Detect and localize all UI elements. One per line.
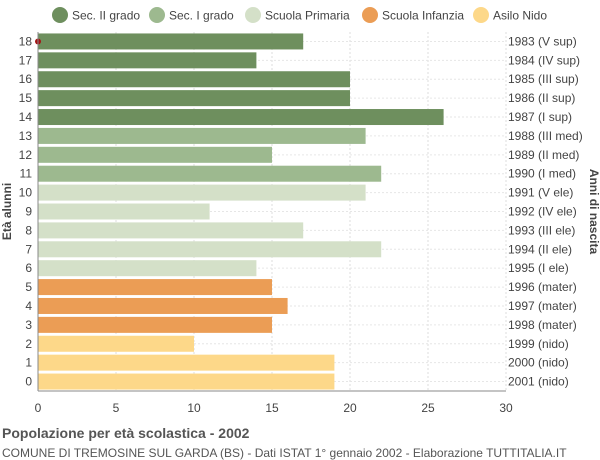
legend-swatch [473,7,489,23]
birth-year-label: 1984 (IV sup) [508,53,580,67]
bar-age-4 [38,297,288,314]
x-tick-label: 20 [343,401,357,415]
bar-age-3 [38,316,272,333]
bar-age-7 [38,241,382,258]
birth-year-label: 1997 (mater) [508,299,577,313]
age-tick-label: 3 [25,318,32,332]
birth-year-label: 1994 (II ele) [508,242,572,256]
birth-year-label: 1998 (mater) [508,318,577,332]
chart-title: Popolazione per età scolastica - 2002 [2,425,250,441]
x-tick-label: 25 [421,401,435,415]
age-tick-label: 11 [20,167,33,181]
birth-year-label: 1991 (V ele) [508,186,573,200]
age-tick-label: 7 [25,242,32,256]
birth-year-label: 1990 (I med) [508,167,576,181]
bar-age-11 [38,165,382,182]
birth-year-label: 1987 (I sup) [508,110,572,124]
bar-age-5 [38,279,272,296]
age-tick-label: 10 [19,186,33,200]
legend-swatch [245,7,261,23]
bar-age-17 [38,52,257,69]
birth-year-label: 1983 (V sup) [508,34,577,48]
bar-age-10 [38,184,366,201]
y-axis-title-left: Età alunni [0,183,14,240]
bar-age-9 [38,203,210,220]
birth-year-label: 1999 (nido) [508,337,569,351]
birth-year-label: 1996 (mater) [508,280,577,294]
legend-swatch [362,7,378,23]
age-tick-label: 5 [25,280,32,294]
age-tick-label: 16 [19,72,33,86]
chart-subtitle: COMUNE DI TREMOSINE SUL GARDA (BS) - Dat… [2,446,567,460]
bar-age-12 [38,146,272,163]
legend-label: Asilo Nido [493,9,547,23]
birth-year-label: 1989 (II med) [508,148,579,162]
age-tick-label: 6 [25,261,32,275]
x-tick-label: 0 [35,401,42,415]
birth-year-label: 1988 (III med) [508,129,583,143]
age-tick-label: 12 [19,148,33,162]
age-tick-label: 1 [25,356,32,370]
age-tick-label: 15 [19,91,33,105]
birth-year-label: 1995 (I ele) [508,261,569,275]
birth-year-label: 1993 (III ele) [508,223,575,237]
x-tick-label: 10 [187,401,201,415]
bar-age-6 [38,260,257,277]
bar-age-2 [38,335,194,352]
age-tick-label: 13 [19,129,33,143]
age-tick-label: 4 [25,299,32,313]
age-tick-label: 2 [25,337,32,351]
age-bar-chart: 18 1983 (V sup)17 1984 (IV sup)16 1985 (III… [0,7,600,415]
age-tick-label: 0 [25,375,32,389]
legend-label: Sec. II grado [72,9,140,23]
bar-age-14 [38,109,444,126]
age-tick-label: 18 [19,34,33,48]
legend-swatch [52,7,68,23]
legend-label: Sec. I grado [169,9,234,23]
x-tick-label: 30 [499,401,513,415]
legend-label: Scuola Infanzia [382,9,464,23]
bar-age-16 [38,71,350,88]
birth-year-label: 1992 (IV ele) [508,205,577,219]
age-tick-label: 14 [19,110,33,124]
birth-year-label: 2000 (nido) [508,356,569,370]
birth-year-label: 1985 (III sup) [508,72,579,86]
age-tick-label: 8 [25,223,32,237]
y-axis-title-right: Anni di nascita [587,169,600,255]
bar-age-18 [38,33,304,50]
age-tick-label: 9 [25,205,32,219]
birth-year-label: 1986 (II sup) [508,91,575,105]
x-tick-label: 15 [265,401,279,415]
legend-swatch [149,7,165,23]
bar-age-13 [38,127,366,144]
bar-age-0 [38,373,335,390]
legend-label: Scuola Primaria [265,9,350,23]
birth-year-label: 2001 (nido) [508,375,569,389]
bar-age-8 [38,222,304,239]
bar-age-15 [38,90,350,107]
age-tick-label: 17 [19,53,33,67]
bar-age-1 [38,354,335,371]
x-tick-label: 5 [113,401,120,415]
